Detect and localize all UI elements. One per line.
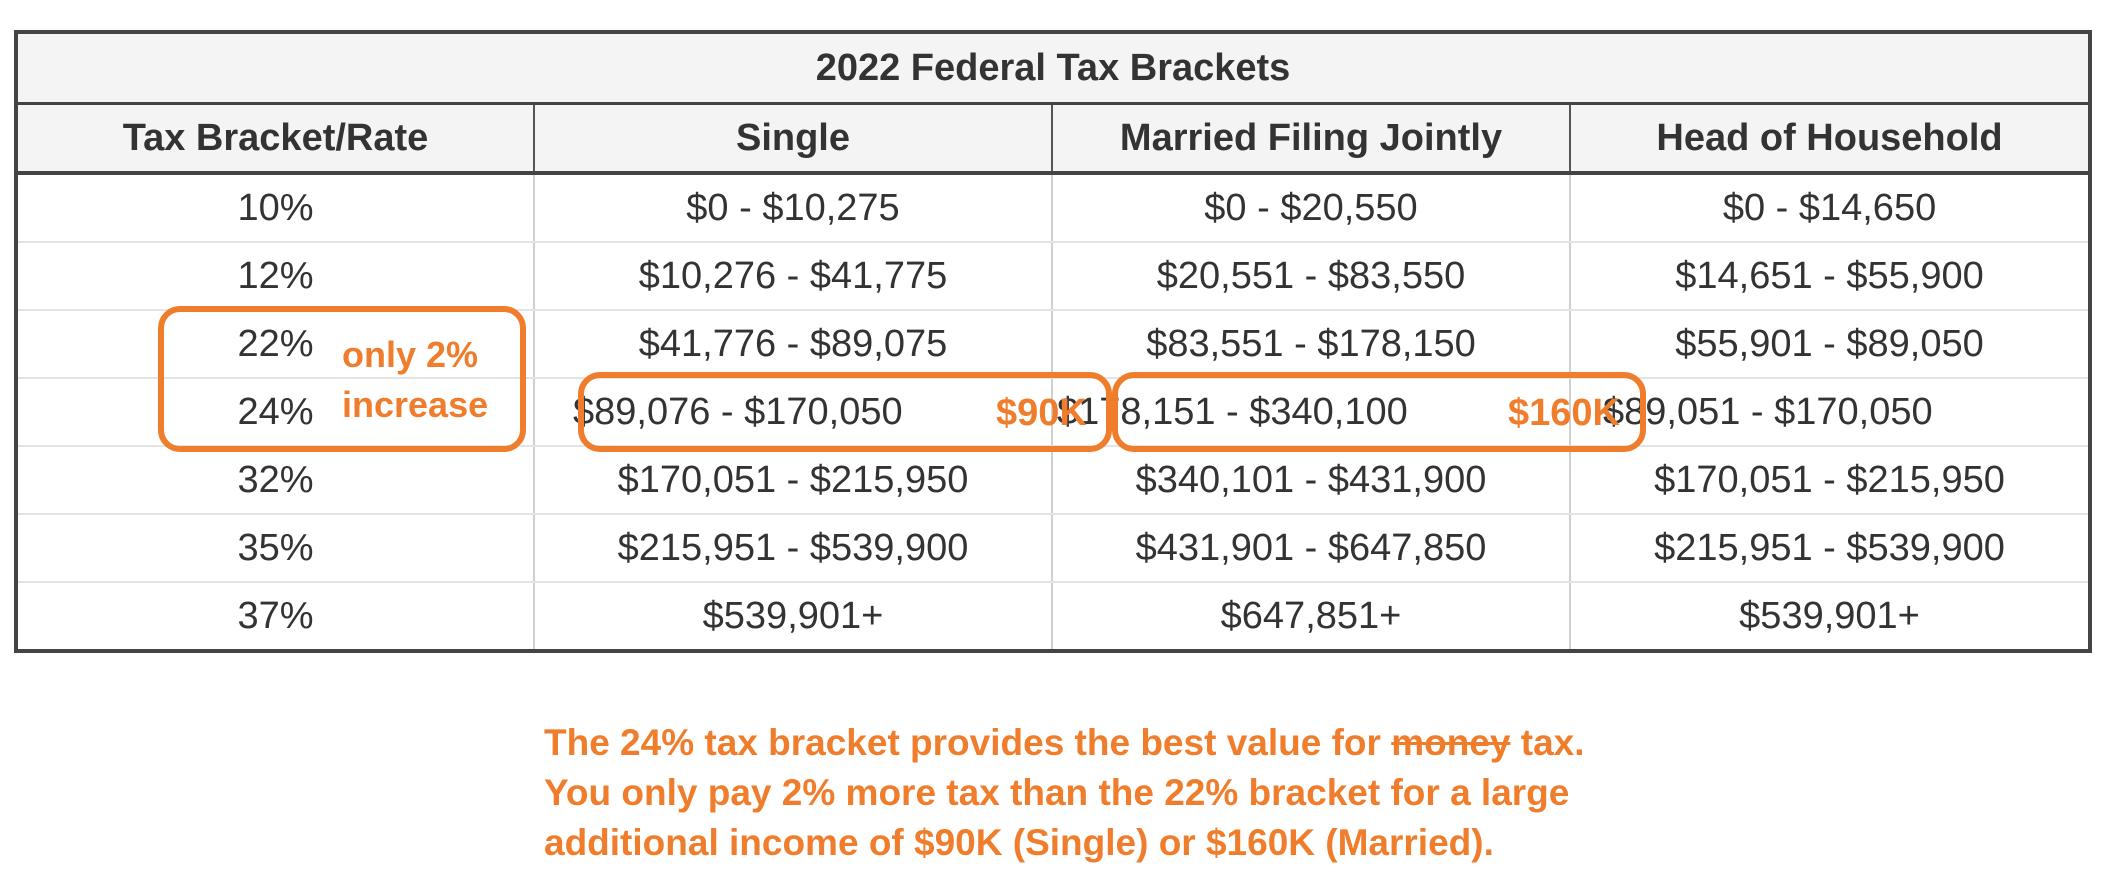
- head-of-household-cell: $215,951 - $539,900: [1568, 514, 2091, 583]
- single-cell: $0 - $10,275: [533, 173, 1052, 243]
- single-cell: $170,051 - $215,950: [533, 446, 1052, 515]
- increase-annotation-line1: only 2%: [342, 334, 479, 375]
- head-of-household-cell: $14,651 - $55,900: [1568, 242, 2091, 311]
- rate-cell: 32%: [16, 446, 534, 515]
- single-cell: $215,951 - $539,900: [533, 514, 1052, 583]
- married-cell: $340,101 - $431,900: [1051, 446, 1570, 515]
- single-cell: $89,076 - $170,050: [533, 378, 1052, 447]
- table-row: 24% $89,076 - $170,050 $178,151 - $340,1…: [16, 378, 2091, 447]
- married-cell: $20,551 - $83,550: [1051, 242, 1570, 311]
- note-strikethrough-word: money: [1391, 722, 1511, 763]
- explanation-note: The 24% tax bracket provides the best va…: [544, 718, 1585, 868]
- married-cell: $0 - $20,550: [1051, 173, 1570, 243]
- head-of-household-cell: $170,051 - $215,950: [1568, 446, 2091, 515]
- single-amount-annotation: $90K: [996, 392, 1087, 434]
- table-row: 12% $10,276 - $41,775 $20,551 - $83,550 …: [16, 242, 2091, 311]
- head-of-household-cell: $89,051 - $170,050: [1568, 378, 2091, 447]
- column-header-rate: Tax Bracket/Rate: [16, 103, 534, 175]
- table-row: 22% $41,776 - $89,075 $83,551 - $178,150…: [16, 310, 2091, 379]
- column-header-married: Married Filing Jointly: [1051, 103, 1570, 175]
- married-amount-annotation: $160K: [1508, 392, 1620, 434]
- table-row: 32% $170,051 - $215,950 $340,101 - $431,…: [16, 446, 2091, 515]
- single-cell: $10,276 - $41,775: [533, 242, 1052, 311]
- column-header-head-of-household: Head of Household: [1568, 103, 2091, 175]
- married-cell: $83,551 - $178,150: [1051, 310, 1570, 379]
- married-cell: $647,851+: [1051, 582, 1570, 651]
- rate-cell: 22%: [16, 310, 534, 379]
- table-title-row: 2022 Federal Tax Brackets: [16, 32, 2091, 105]
- tax-bracket-table-container: 2022 Federal Tax Brackets Tax Bracket/Ra…: [14, 30, 2093, 653]
- head-of-household-cell: $55,901 - $89,050: [1568, 310, 2091, 379]
- note-line1: The 24% tax bracket provides the best va…: [544, 718, 1585, 768]
- note-line2: You only pay 2% more tax than the 22% br…: [544, 772, 1570, 813]
- table-row: 10% $0 - $10,275 $0 - $20,550 $0 - $14,6…: [16, 173, 2091, 243]
- table-row: 35% $215,951 - $539,900 $431,901 - $647,…: [16, 514, 2091, 583]
- rate-highlight-box: [158, 306, 526, 452]
- tax-bracket-table: 2022 Federal Tax Brackets Tax Bracket/Ra…: [14, 30, 2093, 653]
- rate-cell: 24%: [16, 378, 534, 447]
- single-cell: $41,776 - $89,075: [533, 310, 1052, 379]
- married-cell: $178,151 - $340,100: [1051, 378, 1570, 447]
- increase-annotation: only 2% increase: [342, 330, 488, 430]
- note-line1-end: tax.: [1510, 722, 1585, 763]
- increase-annotation-line2: increase: [342, 384, 489, 425]
- married-cell: $431,901 - $647,850: [1051, 514, 1570, 583]
- table-header-row: Tax Bracket/Rate Single Married Filing J…: [16, 103, 2091, 175]
- table-title: 2022 Federal Tax Brackets: [16, 32, 2091, 105]
- column-header-single: Single: [533, 103, 1052, 175]
- note-line3: additional income of $90K (Single) or $1…: [544, 822, 1494, 863]
- single-cell: $539,901+: [533, 582, 1052, 651]
- rate-cell: 37%: [237, 594, 314, 637]
- rate-cell: 10%: [16, 173, 534, 243]
- married-highlight-box: [1112, 372, 1646, 452]
- table-row: 37% $539,901+ $647,851+ $539,901+: [16, 582, 2091, 651]
- single-highlight-box: [578, 372, 1112, 452]
- rate-cell: 12%: [16, 242, 534, 311]
- rate-cell: 35%: [16, 514, 534, 583]
- head-of-household-cell: $0 - $14,650: [1568, 173, 2091, 243]
- head-of-household-cell: $539,901+: [1568, 582, 2091, 651]
- note-line1-start: The 24% tax bracket provides the best va…: [544, 722, 1392, 763]
